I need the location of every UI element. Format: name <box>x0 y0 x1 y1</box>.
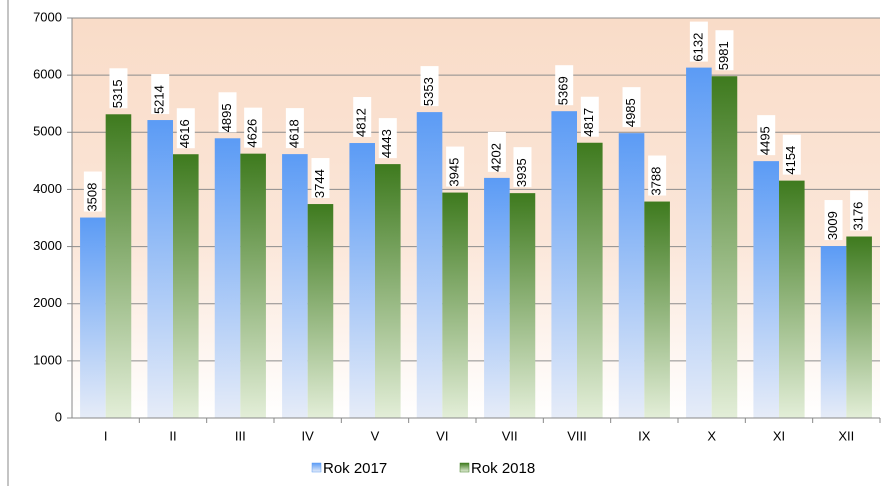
bar <box>711 76 738 418</box>
value-label-bg <box>850 190 869 231</box>
value-label: 5981 <box>716 41 731 70</box>
value-label-bg <box>109 68 128 109</box>
value-label-bg <box>824 200 843 241</box>
bar <box>846 236 872 418</box>
x-tick-label: VIII <box>567 428 587 443</box>
value-label-bg <box>782 134 801 175</box>
bar <box>80 217 106 418</box>
value-label: 4812 <box>354 108 369 137</box>
value-label: 4985 <box>623 98 638 127</box>
bar <box>147 120 173 419</box>
value-label: 4618 <box>286 119 301 148</box>
bar <box>509 193 536 418</box>
value-label-bg <box>311 158 330 199</box>
y-tick-label: 2000 <box>33 295 62 310</box>
value-label-bg <box>513 147 532 188</box>
value-label: 3945 <box>447 158 462 187</box>
x-tick-label: V <box>371 428 380 443</box>
value-label: 4154 <box>783 146 798 175</box>
bar <box>484 177 510 418</box>
value-label-bg <box>83 171 102 212</box>
value-label: 5214 <box>152 85 167 114</box>
y-tick-label: 7000 <box>33 9 62 24</box>
value-label-bg <box>378 118 397 159</box>
x-tick-label: XI <box>773 428 785 443</box>
x-tick-label: IV <box>302 428 315 443</box>
x-tick-label: IX <box>638 428 651 443</box>
x-tick-label: X <box>707 428 716 443</box>
value-label: 4443 <box>379 129 394 158</box>
bar <box>282 154 308 418</box>
bar <box>551 111 577 418</box>
bar <box>375 164 401 418</box>
value-label-bg <box>487 131 506 172</box>
y-tick-label: 6000 <box>33 67 62 82</box>
value-label: 3508 <box>84 183 99 212</box>
value-label: 3935 <box>514 158 529 187</box>
bar <box>820 246 847 418</box>
value-label: 3176 <box>851 202 866 231</box>
bar <box>173 154 199 418</box>
value-label-bg <box>715 30 734 71</box>
bar <box>307 204 334 418</box>
value-label-bg <box>420 66 439 107</box>
value-label: 3744 <box>312 169 327 198</box>
bar <box>618 133 645 418</box>
legend-label: Rok 2017 <box>323 460 387 477</box>
legend-label: Rok 2018 <box>471 460 535 477</box>
value-label-bg <box>285 108 304 149</box>
value-label: 4626 <box>245 119 260 148</box>
value-label-bg <box>218 92 237 133</box>
value-label: 5369 <box>556 76 571 105</box>
value-label: 5315 <box>110 79 125 108</box>
bar <box>105 114 132 419</box>
bar <box>753 161 779 418</box>
value-label-bg <box>244 107 263 148</box>
x-tick-label: XII <box>838 428 854 443</box>
value-label-bg <box>757 115 776 156</box>
value-label-bg <box>176 108 195 149</box>
value-label: 4895 <box>219 103 234 132</box>
bar <box>442 192 468 418</box>
value-label-bg <box>151 74 170 115</box>
value-label: 5353 <box>421 77 436 106</box>
x-tick-label: III <box>235 428 246 443</box>
value-label-bg <box>622 87 641 128</box>
x-tick-label: VII <box>502 428 518 443</box>
value-label: 6132 <box>690 33 705 62</box>
y-tick-label: 4000 <box>33 181 62 196</box>
bar <box>416 112 443 418</box>
y-tick-label: 5000 <box>33 124 62 139</box>
bar <box>214 138 241 419</box>
plot-area <box>72 18 880 418</box>
value-label: 4495 <box>758 126 773 155</box>
bar <box>349 143 375 418</box>
value-label-bg <box>446 146 465 187</box>
x-tick-label: VI <box>436 428 448 443</box>
value-label-bg <box>555 65 574 106</box>
bar <box>644 201 670 418</box>
value-label: 4202 <box>488 143 503 172</box>
bar <box>577 142 603 418</box>
value-label-bg <box>580 96 599 137</box>
y-tick-label: 1000 <box>33 352 62 367</box>
bar <box>779 180 805 418</box>
value-label-bg <box>353 97 372 138</box>
y-tick-label: 0 <box>55 409 62 424</box>
legend-swatch <box>459 462 470 473</box>
value-label-bg <box>648 155 667 196</box>
bar <box>686 67 712 418</box>
value-label: 3009 <box>825 211 840 240</box>
value-label: 3788 <box>649 167 664 196</box>
y-tick-label: 3000 <box>33 238 62 253</box>
legend-swatch <box>311 462 322 473</box>
x-tick-label: I <box>104 428 108 443</box>
value-label: 4817 <box>581 108 596 137</box>
value-label-bg <box>689 21 708 62</box>
bar <box>240 153 266 418</box>
value-label: 4616 <box>177 119 192 148</box>
x-tick-label: II <box>169 428 176 443</box>
